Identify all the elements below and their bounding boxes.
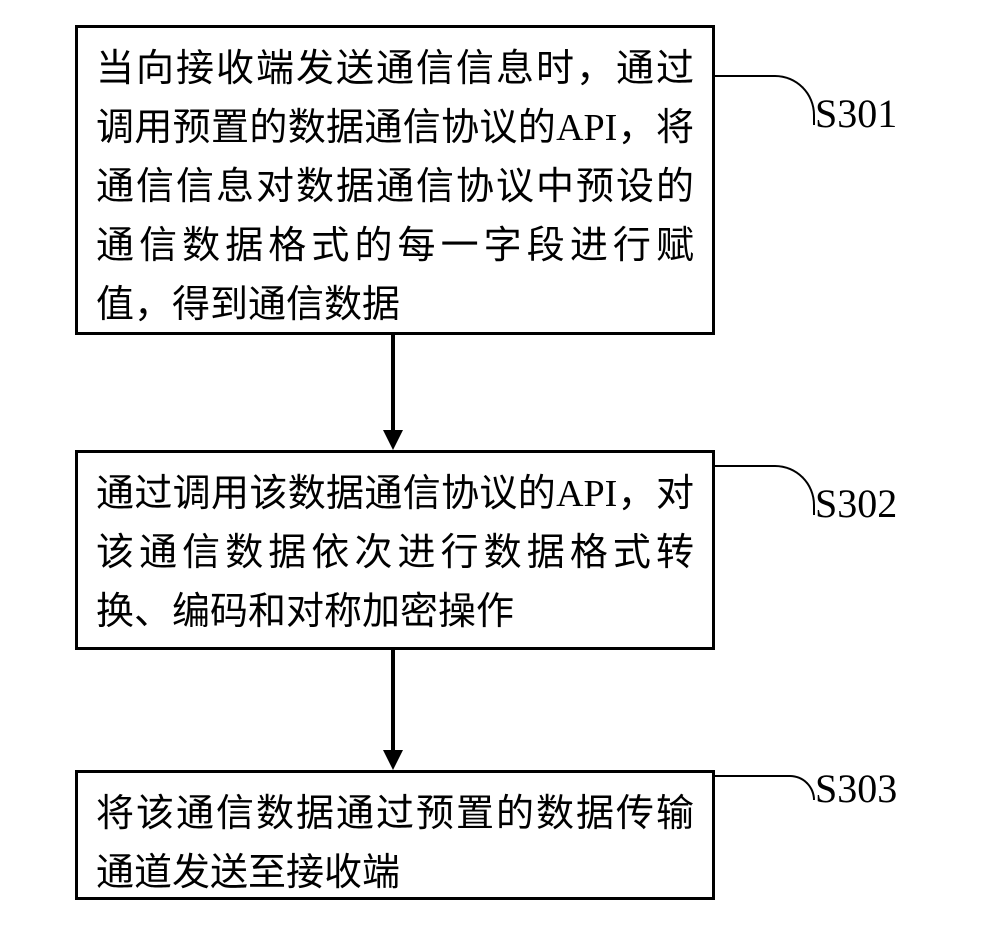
flowchart-step-2: 通过调用该数据通信协议的API，对该通信数据依次进行数据格式转换、编码和对称加密… [75, 450, 715, 650]
step-1-label: S301 [815, 90, 897, 137]
flowchart-step-3: 将该通信数据通过预置的数据传输通道发送至接收端 [75, 770, 715, 900]
arrow-2-head [383, 750, 403, 770]
flowchart-step-1: 当向接收端发送通信信息时，通过调用预置的数据通信协议的API，将通信信息对数据通… [75, 25, 715, 335]
step-2-text: 通过调用该数据通信协议的API，对该通信数据依次进行数据格式转换、编码和对称加密… [96, 465, 694, 642]
flowchart-container: 当向接收端发送通信信息时，通过调用预置的数据通信协议的API，将通信信息对数据通… [0, 0, 1000, 938]
arrow-1-head [383, 430, 403, 450]
step-2-connector [715, 465, 815, 515]
step-1-connector [715, 75, 815, 125]
step-3-text: 将该通信数据通过预置的数据传输通道发送至接收端 [96, 785, 694, 903]
step-3-connector [715, 775, 815, 800]
arrow-2-line [391, 650, 395, 752]
step-1-text: 当向接收端发送通信信息时，通过调用预置的数据通信协议的API，将通信信息对数据通… [96, 40, 694, 334]
step-2-label: S302 [815, 480, 897, 527]
arrow-1-line [391, 335, 395, 432]
step-3-label: S303 [815, 765, 897, 812]
